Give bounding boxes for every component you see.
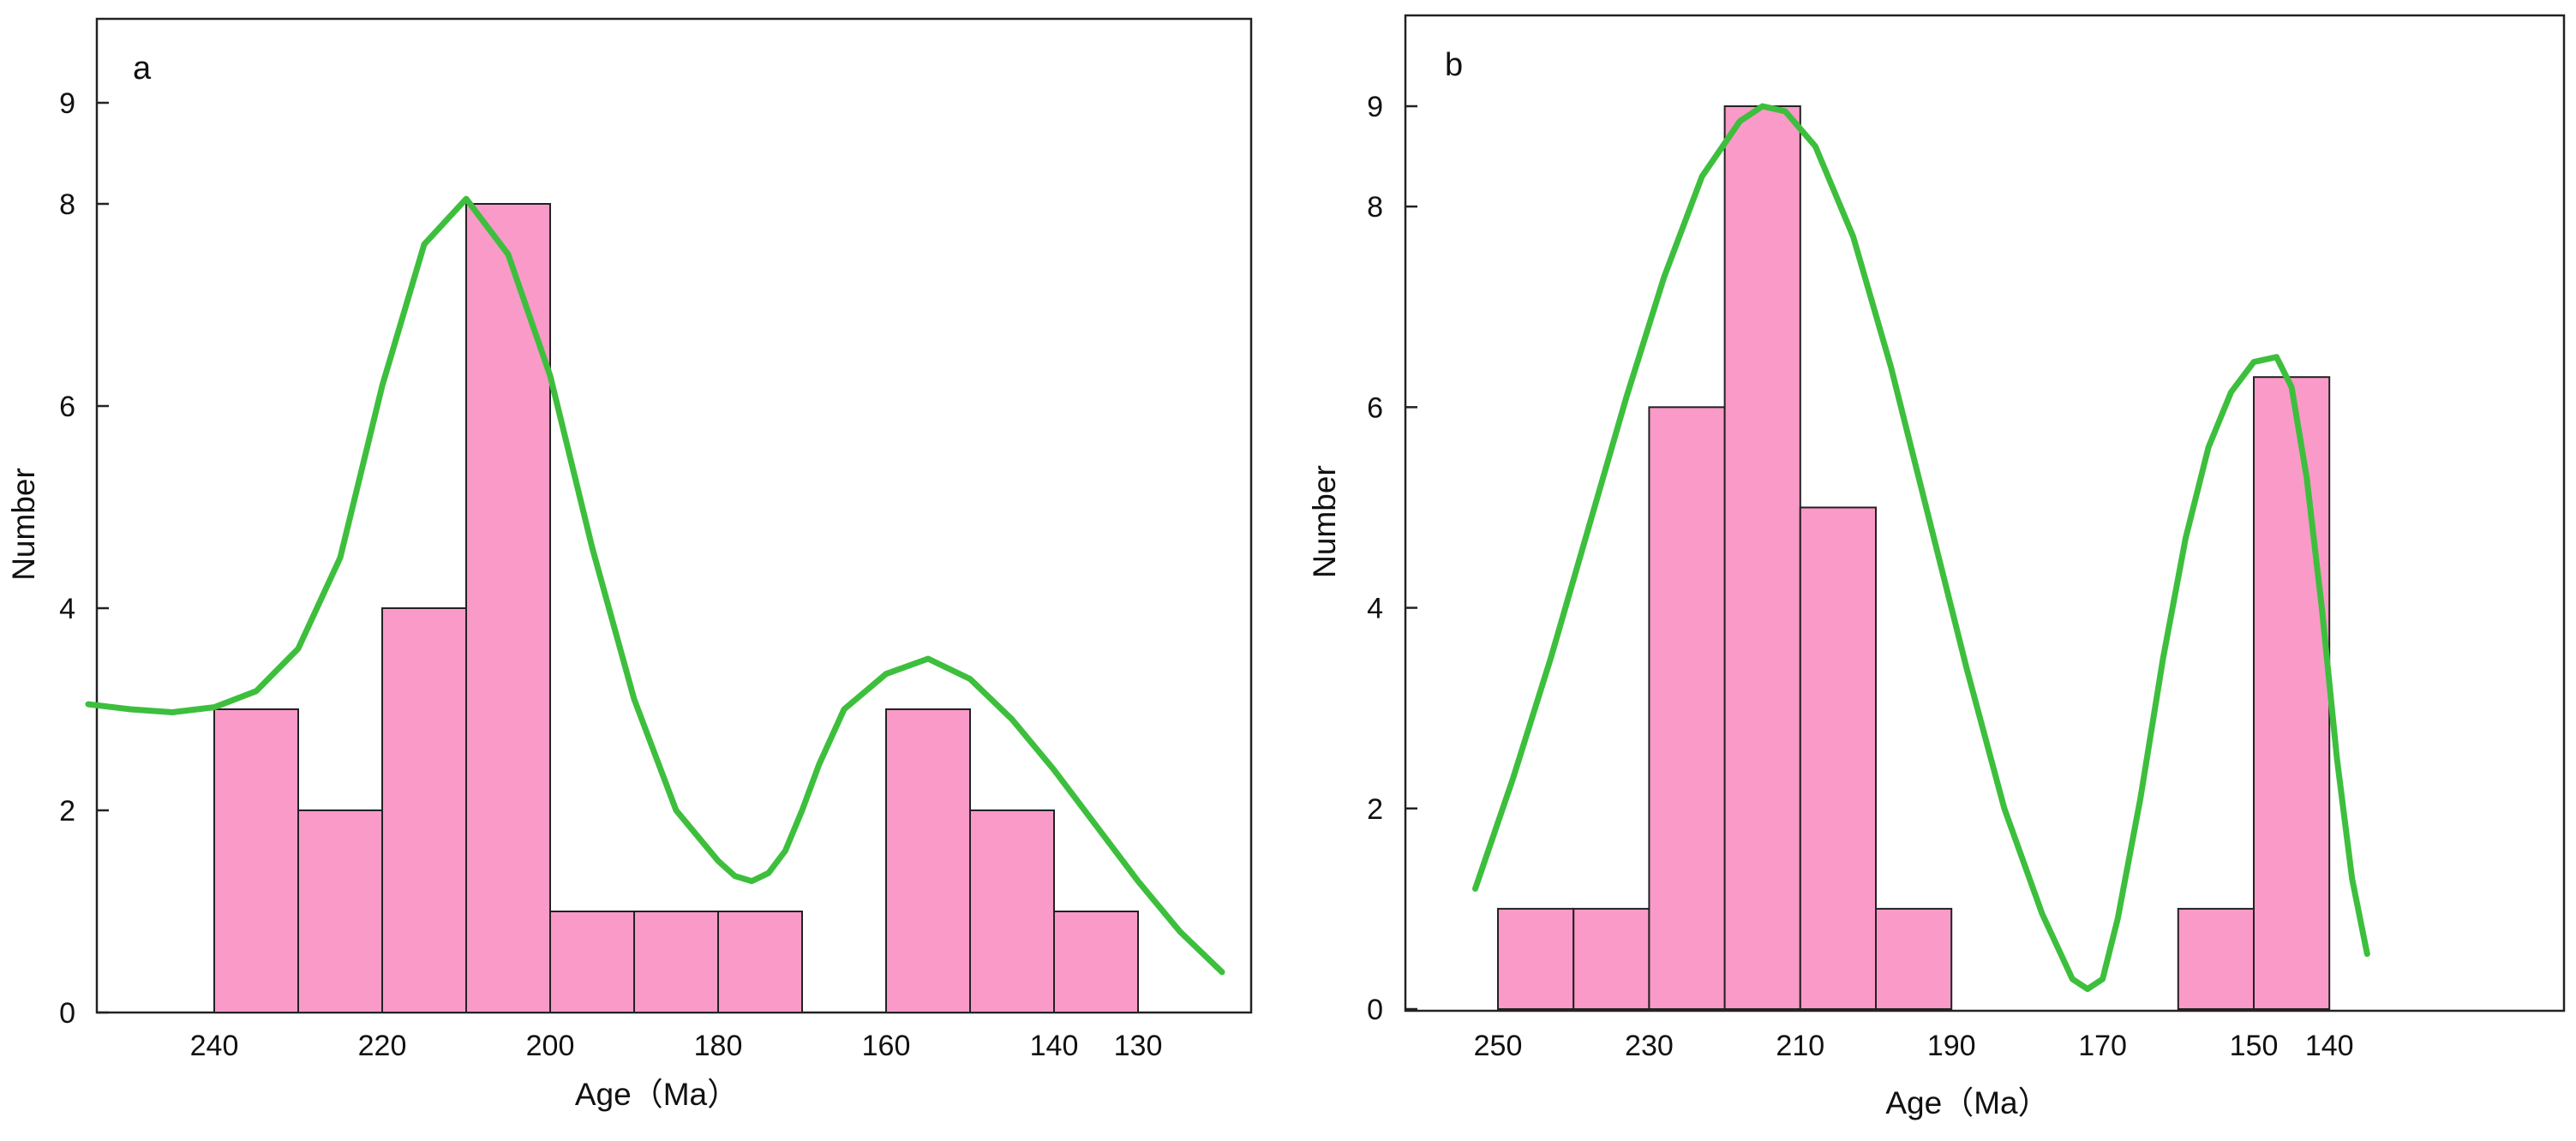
histogram-bar <box>1723 105 1801 1010</box>
x-tick-label: 240 <box>190 1030 239 1062</box>
y-tick-label: 2 <box>1367 793 1383 826</box>
histogram-bar <box>885 708 971 1013</box>
histogram-bar <box>633 911 719 1013</box>
histogram-bar <box>297 809 383 1013</box>
y-axis-label: Number <box>6 468 41 581</box>
y-tick-label: 4 <box>1367 593 1383 625</box>
histogram-bar <box>381 607 467 1013</box>
y-tick-label: 9 <box>1367 91 1383 123</box>
panel-label: b <box>1445 47 1463 83</box>
fitted-curve <box>85 195 1225 976</box>
histogram-bar <box>1053 911 1139 1013</box>
histogram-bar <box>1799 506 1878 1010</box>
y-tick-label: 6 <box>59 391 75 423</box>
x-tick-label: 140 <box>1030 1030 1079 1062</box>
histogram-bar <box>465 203 551 1013</box>
x-tick-label: 190 <box>1927 1030 1976 1062</box>
y-tick-label: 0 <box>59 997 75 1030</box>
x-tick-label: 170 <box>2078 1030 2127 1062</box>
x-tick-label: 210 <box>1776 1030 1824 1062</box>
x-tick-label: 250 <box>1474 1030 1523 1062</box>
y-tick-label: 6 <box>1367 391 1383 424</box>
panel-a-histogram: 0 2 4 6 8 9 240 220 200 180 160 140 130 Age（Ma） Number… <box>6 17 1253 1112</box>
x-tick-label: 200 <box>526 1030 575 1062</box>
x-tick-label: 230 <box>1625 1030 1674 1062</box>
histogram-bar <box>2177 907 2255 1011</box>
panel-b-histogram: 0 2 4 6 8 9 250 230 210 190 170 150 140 Age（Ma） Number… <box>1307 14 2566 1120</box>
y-tick-label: 8 <box>1367 191 1383 224</box>
x-tick-label: 180 <box>694 1030 743 1062</box>
x-axis-label: Age（Ma） <box>575 1077 739 1112</box>
y-tick-label: 4 <box>59 593 75 625</box>
histogram-bar <box>1497 907 1575 1011</box>
histogram-bar <box>1648 406 1726 1011</box>
x-tick-label: 220 <box>358 1030 407 1062</box>
y-tick-label: 9 <box>59 87 75 120</box>
histogram-bar <box>2253 376 2331 1010</box>
x-tick-label: 130 <box>1114 1030 1163 1062</box>
histogram-bar <box>969 809 1055 1013</box>
y-tick-label: 8 <box>59 188 75 221</box>
y-tick-label: 2 <box>59 795 75 827</box>
y-axis-label: Number <box>1307 465 1342 578</box>
fitted-curve <box>1472 103 2370 993</box>
histogram-bar <box>717 911 803 1013</box>
x-tick-label: 150 <box>2230 1030 2279 1062</box>
y-tick-label: 0 <box>1367 994 1383 1026</box>
x-tick-label: 160 <box>862 1030 911 1062</box>
x-tick-label: 140 <box>2305 1030 2354 1062</box>
histogram-bar <box>1875 907 1953 1011</box>
x-axis-label: Age（Ma） <box>1885 1085 2049 1120</box>
histogram-bar <box>213 708 299 1013</box>
histogram-bar <box>549 911 635 1013</box>
panel-label: a <box>133 51 152 87</box>
histogram-bar <box>1573 907 1650 1011</box>
plot-frame <box>1404 14 2566 1013</box>
